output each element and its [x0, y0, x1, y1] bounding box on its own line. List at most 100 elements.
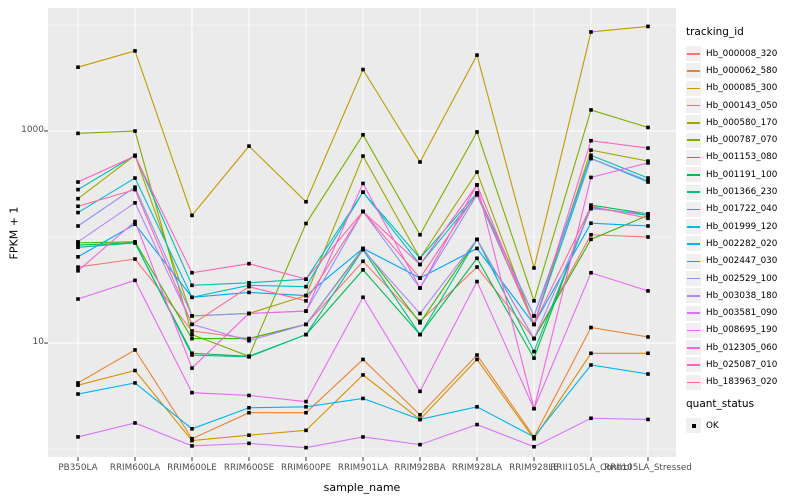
legend-item-Hb_003038_180: Hb_003038_180 [686, 287, 798, 304]
legend-item-label: Hb_001999_120 [706, 221, 778, 232]
data-point [475, 237, 479, 242]
data-point [418, 417, 422, 422]
series-color-key-icon [686, 201, 701, 217]
data-point [532, 356, 536, 360]
series-color-key-icon [686, 132, 701, 148]
series-color-key-icon [686, 98, 701, 114]
data-point [475, 353, 479, 357]
x-axis-tick-label-RRIM600LA: RRIM600LA [109, 463, 161, 473]
data-point [646, 161, 650, 165]
data-point [646, 212, 650, 216]
data-point [532, 299, 536, 303]
data-point [190, 427, 194, 431]
legend-item-label: Hb_000143_050 [706, 100, 778, 111]
x-axis-tick-label-RRIM600SE: RRIM600SE [223, 463, 275, 473]
legend-item-label: Hb_183963_020 [706, 377, 778, 388]
data-point [475, 357, 479, 362]
legend: tracking_id Hb_000008_320 Hb_000062_580 Hb… [686, 26, 798, 434]
legend-item-label: Hb_002282_020 [706, 238, 778, 249]
series-color-key-icon [686, 374, 701, 390]
data-point [532, 322, 536, 327]
data-point [418, 286, 422, 290]
data-point [646, 24, 650, 29]
data-point [190, 332, 194, 337]
data-point [589, 156, 593, 161]
data-point [589, 30, 593, 34]
data-point [646, 289, 650, 293]
data-point [247, 405, 251, 410]
data-point [76, 245, 80, 250]
legend-item-Hb_001191_100: Hb_001191_100 [686, 166, 798, 183]
data-point [247, 261, 251, 266]
legend-item-Hb_025087_010: Hb_025087_010 [686, 356, 798, 373]
data-point [532, 336, 536, 341]
series-color-key-icon [686, 271, 701, 286]
legend-item-label: Hb_001191_100 [706, 169, 778, 180]
data-point [418, 442, 422, 447]
data-point [133, 257, 137, 261]
data-point [589, 138, 593, 143]
data-point [361, 154, 365, 158]
series-color-key-icon [686, 63, 701, 79]
data-point [76, 297, 80, 301]
data-point [76, 243, 80, 247]
legend-item-label: Hb_000062_580 [706, 65, 778, 76]
data-point [589, 351, 593, 356]
data-point [190, 270, 194, 275]
data-point [133, 49, 137, 53]
data-point [304, 410, 308, 415]
series-color-key-icon [686, 80, 701, 96]
data-point [589, 175, 593, 180]
series-color-key-icon [686, 167, 701, 183]
series-color-key-icon [686, 184, 701, 200]
data-point [418, 413, 422, 417]
data-point [133, 421, 137, 425]
data-point [532, 314, 536, 318]
data-point [247, 410, 251, 415]
data-point [532, 444, 536, 449]
data-point [76, 381, 80, 385]
legend-item-Hb_002447_030: Hb_002447_030 [686, 253, 798, 270]
data-point [304, 428, 308, 433]
y-axis-tick-label-1000: 1000 [21, 125, 44, 135]
data-point [133, 222, 137, 227]
data-point [589, 363, 593, 367]
data-point [133, 348, 137, 352]
y-axis-title: FPKM + 1 [7, 206, 21, 260]
data-point [361, 247, 365, 252]
legend-item-Hb_000008_320: Hb_000008_320 [686, 45, 798, 62]
data-point [475, 265, 479, 269]
data-point [418, 262, 422, 267]
data-point [247, 355, 251, 359]
data-point [190, 283, 194, 288]
data-point [304, 221, 308, 226]
legend-item-Hb_000580_170: Hb_000580_170 [686, 114, 798, 131]
series-color-key-icon [686, 340, 701, 356]
series-color-key-icon [686, 288, 701, 304]
data-point [532, 436, 536, 441]
data-point [247, 433, 251, 437]
data-point [361, 209, 365, 214]
data-point [646, 417, 650, 422]
data-point [646, 178, 650, 183]
legend-item-Hb_012305_060: Hb_012305_060 [686, 339, 798, 356]
legend-item-label: Hb_000787_070 [706, 135, 778, 146]
data-point [190, 336, 194, 341]
data-point [76, 383, 80, 387]
data-point [532, 435, 536, 439]
data-point [418, 160, 422, 164]
data-point [133, 154, 137, 158]
legend-item-label: Hb_002529_100 [706, 273, 778, 284]
data-point [304, 299, 308, 303]
data-point [589, 153, 593, 158]
x-axis-tick-label-RRII105LA_Stressed: RRII105LA_Stressed [604, 463, 692, 473]
data-point [133, 219, 137, 224]
data-point [133, 381, 137, 385]
data-point [133, 176, 137, 180]
legend-item-Hb_001366_230: Hb_001366_230 [686, 183, 798, 200]
data-point [646, 146, 650, 150]
data-point [76, 204, 80, 209]
legend-item-label: Hb_001153_080 [706, 152, 778, 163]
data-point [589, 416, 593, 421]
